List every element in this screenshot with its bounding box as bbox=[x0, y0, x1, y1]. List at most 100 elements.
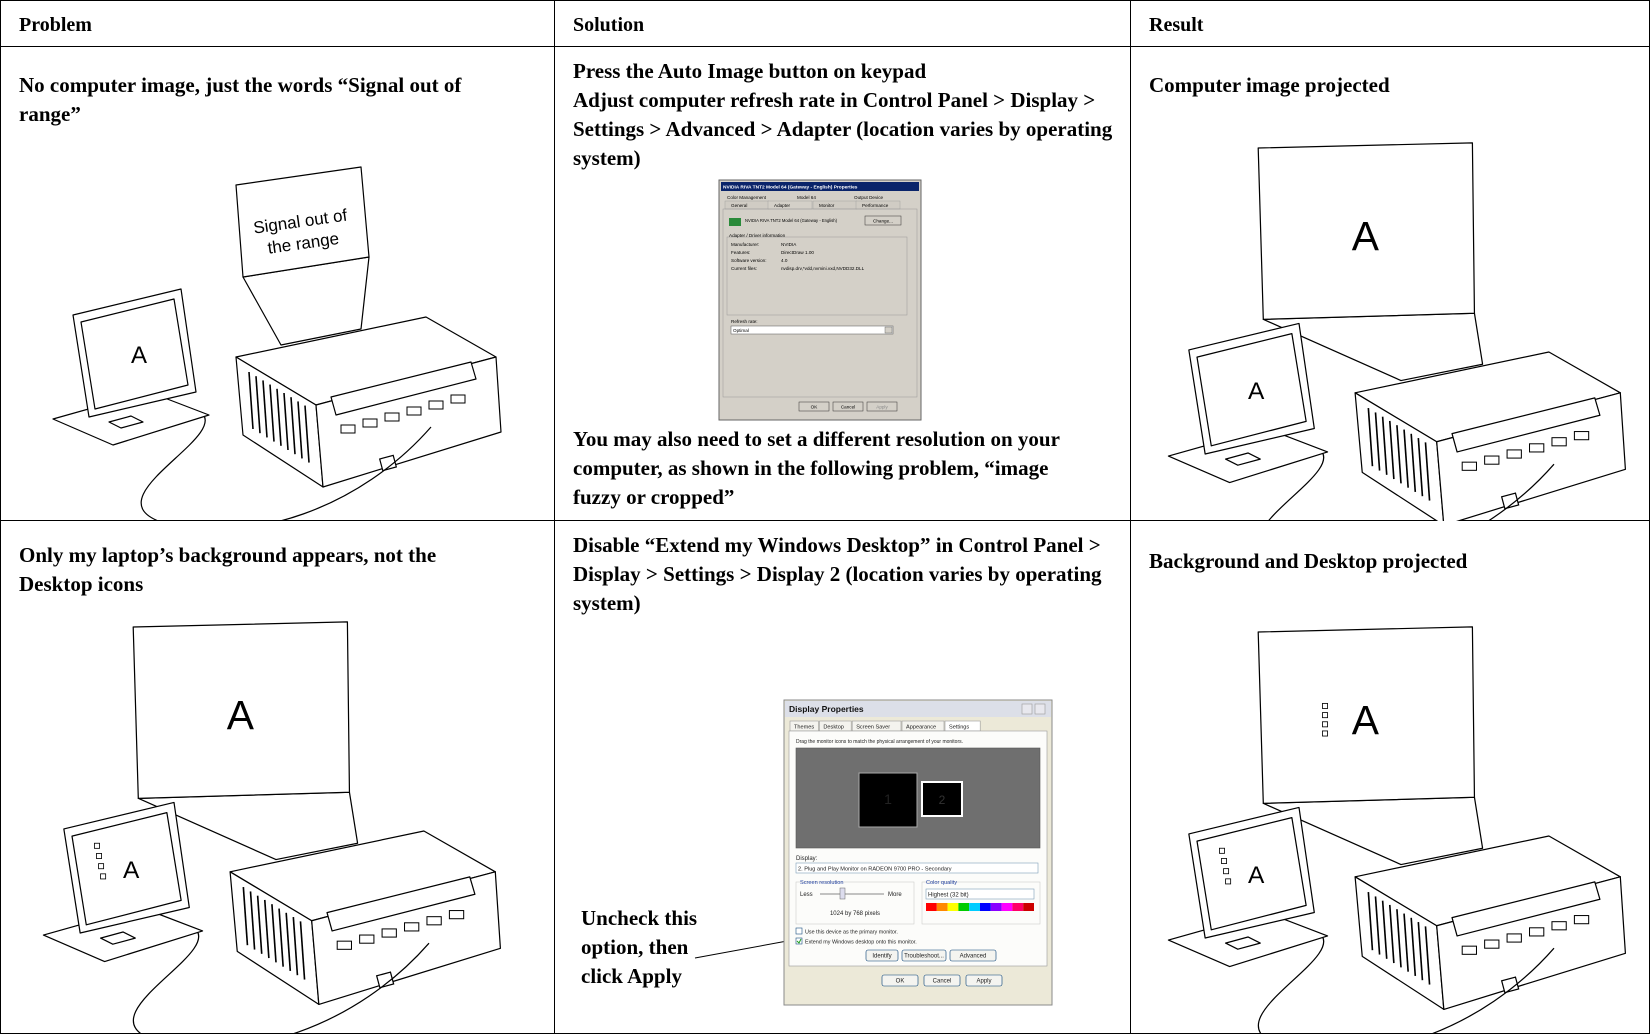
scene: AA bbox=[1167, 142, 1627, 521]
port bbox=[426, 916, 442, 926]
adapter-name: NVIDIA RIVA TNT2 Model 64 (Gateway - Eng… bbox=[745, 218, 838, 223]
laptop-display bbox=[71, 812, 182, 926]
solution-text: Disable “Extend my Windows Desktop” in C… bbox=[573, 533, 1102, 615]
icon bbox=[1223, 868, 1230, 875]
header-cell: Solution bbox=[555, 0, 1131, 47]
hint: Drag the monitor icons to match the phys… bbox=[796, 739, 963, 745]
select bbox=[730, 325, 894, 335]
laptop-display bbox=[80, 298, 189, 410]
panel bbox=[330, 361, 477, 416]
laptop-display bbox=[1196, 333, 1307, 447]
grill bbox=[283, 392, 289, 451]
info-value: NVIDIA bbox=[781, 242, 797, 247]
port bbox=[1461, 945, 1477, 955]
grill bbox=[249, 891, 256, 950]
grill bbox=[1403, 429, 1409, 488]
power bbox=[375, 971, 395, 989]
grill bbox=[1381, 416, 1388, 475]
header-cell: Problem bbox=[0, 0, 555, 47]
tab: Screen Saver bbox=[856, 725, 890, 731]
grill bbox=[285, 912, 292, 972]
port bbox=[1529, 927, 1545, 937]
grill bbox=[248, 371, 254, 430]
grill bbox=[1424, 926, 1431, 985]
icon bbox=[100, 873, 107, 880]
grill bbox=[256, 895, 263, 954]
result-text: Computer image projected bbox=[1149, 73, 1390, 97]
color-swatch bbox=[947, 903, 959, 911]
grill bbox=[290, 397, 296, 455]
grill bbox=[299, 921, 306, 980]
icon bbox=[1322, 712, 1328, 719]
grill bbox=[1374, 896, 1381, 955]
projection-screen bbox=[1257, 626, 1476, 804]
result-text: Background and Desktop projected bbox=[1149, 549, 1468, 573]
grill bbox=[269, 384, 275, 442]
power bbox=[1500, 976, 1520, 994]
button bbox=[864, 215, 902, 226]
icon bbox=[1225, 878, 1232, 885]
port bbox=[1506, 449, 1522, 459]
grill bbox=[255, 376, 261, 434]
grill bbox=[1417, 922, 1424, 981]
port bbox=[406, 406, 422, 416]
laptop-display bbox=[1196, 817, 1307, 931]
port bbox=[1551, 437, 1567, 447]
group-box bbox=[921, 881, 1041, 925]
button bbox=[865, 949, 899, 962]
cable bbox=[1267, 448, 1555, 521]
laptop-text: A bbox=[1248, 378, 1265, 405]
port bbox=[1529, 443, 1545, 453]
tab: Output Device bbox=[854, 195, 884, 200]
icon bbox=[1221, 858, 1227, 864]
slider-thumb bbox=[839, 887, 846, 900]
solution-text: Adjust computer refresh rate in Control … bbox=[573, 88, 1113, 170]
tab: Monitor bbox=[819, 203, 835, 208]
port bbox=[1573, 915, 1590, 925]
port bbox=[428, 400, 444, 410]
select bbox=[925, 888, 1035, 900]
group-box bbox=[726, 236, 908, 316]
header-text: Solution bbox=[573, 14, 645, 36]
info-label: Features: bbox=[731, 250, 750, 255]
grill bbox=[1381, 900, 1388, 959]
touchpad bbox=[1224, 936, 1261, 950]
grill bbox=[292, 917, 299, 976]
panel bbox=[1451, 397, 1601, 453]
tab: Model 64 bbox=[797, 195, 816, 200]
laptop-text: A bbox=[123, 857, 140, 884]
port bbox=[1551, 921, 1567, 931]
button-text: OK bbox=[896, 979, 905, 985]
header-text: Result bbox=[1149, 14, 1204, 36]
check-label: Extend my Windows desktop onto this moni… bbox=[805, 940, 917, 946]
checkbox bbox=[795, 927, 803, 935]
button bbox=[901, 949, 947, 962]
projection-screen bbox=[235, 166, 370, 278]
icon bbox=[98, 863, 105, 870]
dialog-title: Display Properties bbox=[789, 704, 864, 714]
select-value: Highest (32 bit) bbox=[928, 893, 969, 899]
grill bbox=[263, 899, 270, 959]
scene: AA bbox=[42, 621, 502, 1034]
grill bbox=[1396, 425, 1402, 484]
tab: Appearance bbox=[906, 725, 936, 731]
cable bbox=[1258, 932, 1555, 1034]
touchpad bbox=[108, 415, 144, 429]
group-label: Adapter / Driver information bbox=[729, 233, 786, 238]
button bbox=[923, 974, 961, 987]
group-label: Screen resolution bbox=[800, 880, 844, 886]
grill bbox=[297, 401, 303, 459]
window-button bbox=[1021, 703, 1033, 715]
color-swatch bbox=[936, 903, 948, 911]
header-cell: Result bbox=[1131, 0, 1650, 47]
laptop-text: A bbox=[131, 342, 147, 369]
color-swatch bbox=[958, 903, 970, 911]
button bbox=[832, 401, 864, 412]
panel bbox=[326, 876, 476, 932]
laptop-text: A bbox=[1248, 862, 1265, 889]
info-value: 4.0 bbox=[781, 258, 788, 263]
button-text: Apply bbox=[976, 979, 991, 985]
cable bbox=[140, 411, 432, 521]
